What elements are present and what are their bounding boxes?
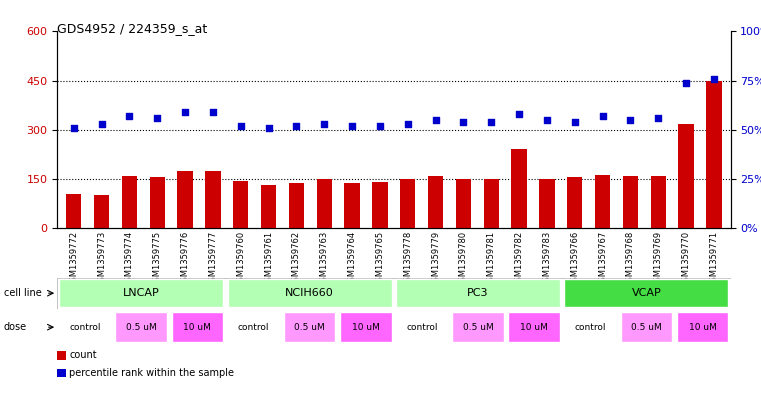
Text: 10 uM: 10 uM <box>521 323 548 332</box>
Bar <box>233 181 248 228</box>
Point <box>429 117 441 123</box>
Bar <box>59 312 111 342</box>
Text: PC3: PC3 <box>467 288 489 298</box>
Point <box>652 115 664 121</box>
Bar <box>340 312 392 342</box>
Bar <box>456 180 471 228</box>
Text: percentile rank within the sample: percentile rank within the sample <box>69 368 234 378</box>
Text: 0.5 uM: 0.5 uM <box>463 323 493 332</box>
Point <box>291 123 303 129</box>
Bar <box>706 81 721 228</box>
Point <box>708 75 720 82</box>
Bar <box>122 176 137 228</box>
Point <box>513 111 525 117</box>
Bar <box>284 312 336 342</box>
Point <box>179 109 191 115</box>
Bar <box>116 312 167 342</box>
Point <box>68 125 80 131</box>
Bar <box>677 312 728 342</box>
Text: 0.5 uM: 0.5 uM <box>126 323 157 332</box>
Point <box>151 115 164 121</box>
Point <box>207 109 219 115</box>
Text: dose: dose <box>4 322 27 332</box>
Text: VCAP: VCAP <box>632 288 661 298</box>
Bar <box>595 174 610 228</box>
Text: count: count <box>69 350 97 360</box>
Text: control: control <box>69 323 101 332</box>
Bar <box>511 149 527 228</box>
Bar <box>396 279 560 307</box>
Bar <box>345 183 360 228</box>
Text: control: control <box>406 323 438 332</box>
Point <box>123 113 135 119</box>
Point <box>402 121 414 127</box>
Bar <box>567 177 582 228</box>
Bar <box>651 176 666 228</box>
Text: 10 uM: 10 uM <box>352 323 380 332</box>
Bar <box>396 312 447 342</box>
Text: 0.5 uM: 0.5 uM <box>631 323 662 332</box>
Bar <box>540 180 555 228</box>
Bar <box>400 180 416 228</box>
Bar <box>452 312 504 342</box>
Bar <box>565 312 616 342</box>
Text: NCIH660: NCIH660 <box>285 288 334 298</box>
Point <box>374 123 386 129</box>
Bar <box>565 279 728 307</box>
Bar <box>177 171 193 228</box>
Bar <box>317 180 332 228</box>
Text: 0.5 uM: 0.5 uM <box>295 323 325 332</box>
Bar <box>288 183 304 228</box>
Point <box>263 125 275 131</box>
Point <box>485 119 497 125</box>
Point <box>96 121 108 127</box>
Text: 10 uM: 10 uM <box>183 323 212 332</box>
Bar <box>483 180 499 228</box>
Bar <box>171 312 223 342</box>
Text: GDS4952 / 224359_s_at: GDS4952 / 224359_s_at <box>57 22 207 35</box>
Bar <box>59 279 223 307</box>
Bar <box>372 182 387 228</box>
Text: cell line: cell line <box>4 288 42 298</box>
Bar <box>228 279 392 307</box>
Bar <box>622 176 638 228</box>
Point <box>597 113 609 119</box>
Bar <box>205 171 221 228</box>
Bar <box>261 185 276 228</box>
Point <box>346 123 358 129</box>
Point <box>457 119 470 125</box>
Point <box>541 117 553 123</box>
Point <box>318 121 330 127</box>
Text: 10 uM: 10 uM <box>689 323 716 332</box>
Bar <box>620 312 672 342</box>
Bar <box>66 193 81 228</box>
Bar <box>94 195 110 228</box>
Bar <box>228 312 279 342</box>
Point <box>234 123 247 129</box>
Bar <box>678 124 694 228</box>
Text: LNCAP: LNCAP <box>123 288 160 298</box>
Point <box>680 79 692 86</box>
Bar <box>508 312 560 342</box>
Text: control: control <box>237 323 269 332</box>
Bar <box>150 177 165 228</box>
Bar <box>428 176 443 228</box>
Point <box>568 119 581 125</box>
Point <box>624 117 636 123</box>
Text: control: control <box>575 323 606 332</box>
